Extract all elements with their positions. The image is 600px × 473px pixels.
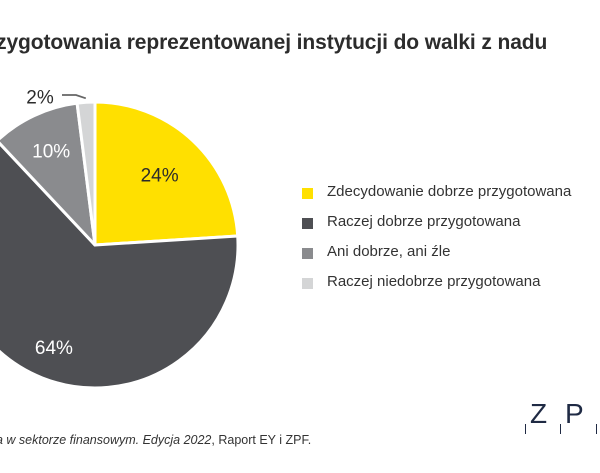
logo-letter: P	[565, 398, 585, 429]
pie-slice	[93, 100, 240, 247]
logo-divider	[596, 424, 597, 434]
pie-slice	[75, 100, 97, 247]
legend-swatch	[302, 188, 313, 199]
slice-percent-label: 2%	[26, 88, 54, 109]
zpf-logo: ZPF	[521, 398, 600, 434]
legend-label: Raczej dobrze przygotowana	[327, 213, 521, 230]
slice-percent-label: 24%	[141, 166, 179, 187]
source-italic-text: a w sektorze finansowym. Edycja 2022	[0, 433, 212, 447]
source-note: a w sektorze finansowym. Edycja 2022, Ra…	[0, 433, 311, 447]
legend-swatch	[302, 248, 313, 259]
legend-label: Raczej niedobrze przygotowana	[327, 273, 541, 290]
slice-percent-label: 64%	[35, 338, 73, 359]
leader-line	[62, 94, 87, 100]
legend-label: Zdecydowanie dobrze przygotowana	[327, 183, 572, 200]
source-plain-text: , Raport EY i ZPF.	[211, 433, 312, 447]
legend-swatch	[302, 218, 313, 229]
legend-swatch	[302, 278, 313, 289]
logo-divider	[525, 424, 526, 434]
slice-percent-label: 10%	[32, 141, 70, 162]
pie-slice	[0, 101, 97, 247]
pie-slice	[0, 141, 240, 390]
chart-title: rzygotowania reprezentowanej instytucji …	[0, 31, 548, 54]
logo-divider	[560, 424, 561, 434]
logo-letter: Z	[530, 398, 549, 429]
legend-label: Ani dobrze, ani źle	[327, 243, 451, 260]
